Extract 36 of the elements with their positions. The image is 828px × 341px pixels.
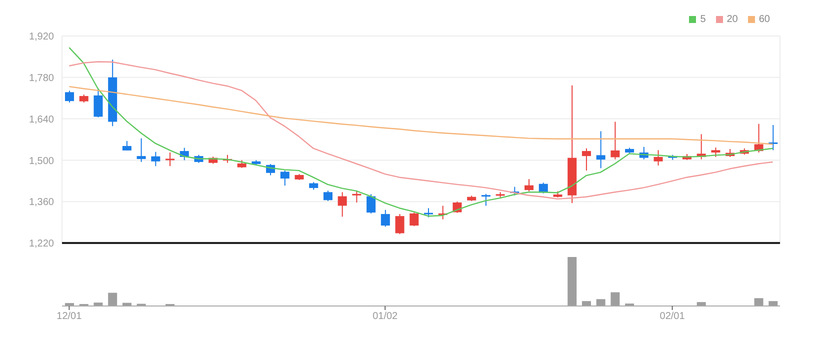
y-tick-label: 1,220 [28,238,54,250]
legend-label: 20 [726,14,738,25]
x-tick-label: 12/01 [56,311,82,322]
y-tick-label: 1,500 [28,156,54,167]
candlestick [338,192,347,218]
candlestick [610,121,620,160]
legend-label: 60 [758,14,770,25]
candlestick [582,148,591,172]
candlestick [151,151,160,167]
candlestick [122,140,132,151]
x-tick-label: 01/02 [372,311,398,322]
candlestick [481,193,490,206]
x-tick-label: 02/01 [660,311,686,322]
candlestick [65,90,74,104]
candlestick [166,152,175,167]
candlestick [395,214,404,235]
candlestick [136,138,146,162]
candlestick [380,209,390,228]
candlestick [654,150,663,166]
candlestick [410,212,419,227]
line-series [68,46,774,217]
line-series [68,61,774,200]
candlestick [352,190,362,203]
candlestick [524,178,534,192]
candlestick [424,208,433,218]
candlestick [596,130,606,169]
y-tick-label: 1,920 [28,32,54,43]
legend-label: 5 [700,14,706,25]
candlestick [711,146,720,158]
y-tick-label: 1,780 [28,72,54,84]
y-tick-label: 1,640 [28,114,54,126]
candlestick [323,190,332,202]
candlestick [94,88,103,118]
candlestick [280,170,290,186]
y-tick-label: 1,360 [28,197,54,208]
candlestick [366,194,376,214]
